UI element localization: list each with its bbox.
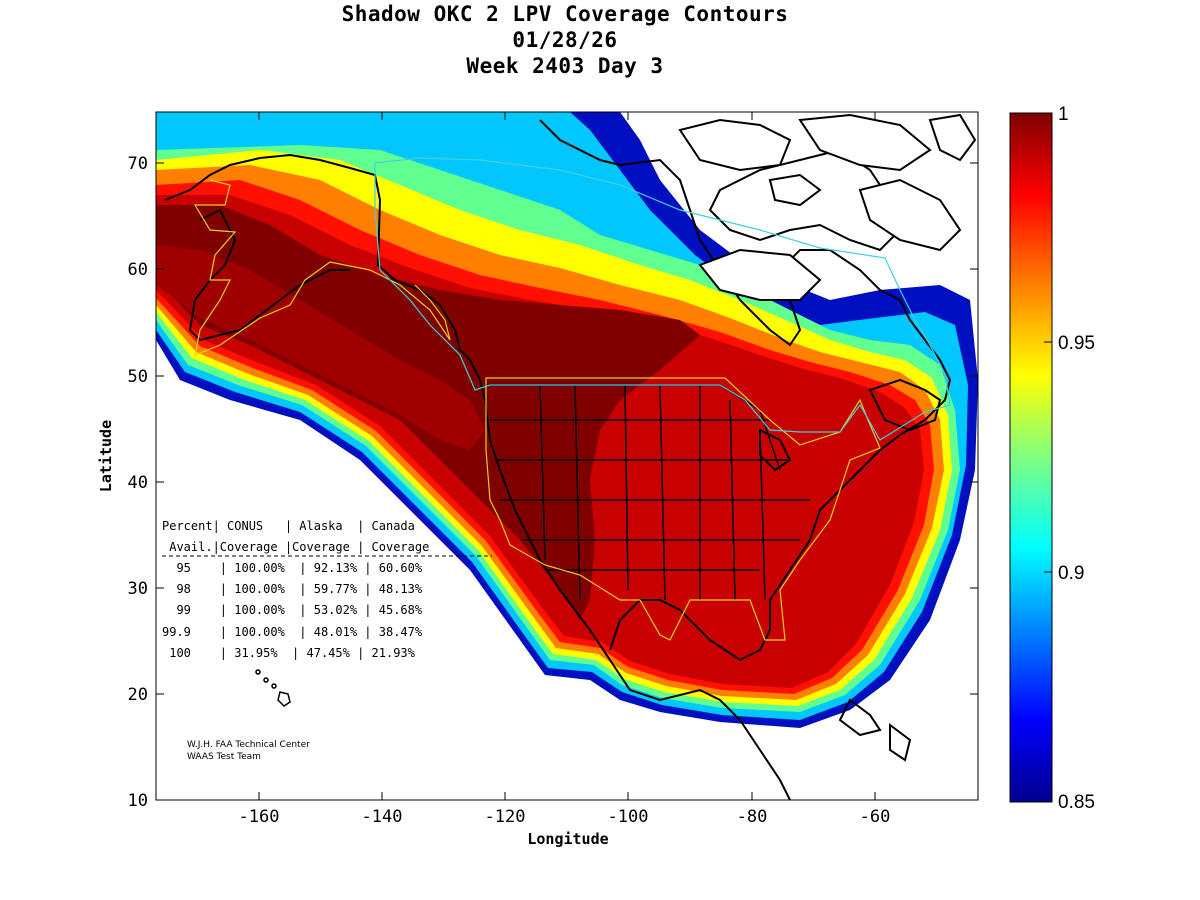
y-tick-label: 10	[128, 791, 148, 811]
credit-line-2: WAAS Test Team	[187, 752, 261, 762]
table-header-row-2: Avail.|Coverage |Coverage | Coverage	[162, 540, 429, 554]
colorbar-tick-label: 0.95	[1058, 333, 1095, 354]
hawaii-islands	[255, 669, 291, 707]
x-tick-label: -80	[737, 807, 768, 827]
alaska-region-outline	[193, 179, 451, 356]
colorbar-tick-label: 0.9	[1058, 563, 1084, 584]
y-tick-label: 50	[128, 367, 148, 387]
table-header-row-1: Percent| CONUS | Alaska | Canada	[162, 519, 415, 533]
colorbar-ticks	[1044, 341, 1052, 573]
contour-band-red-inner	[156, 245, 485, 450]
table-row: 100 | 31.95% | 47.45% | 21.93%	[162, 646, 416, 660]
y-tick-label: 40	[128, 473, 148, 493]
x-tick-label: -100	[608, 807, 649, 827]
table-row: 99.9 | 100.00% | 48.01% | 38.47%	[162, 625, 423, 639]
region-outlines	[193, 157, 951, 641]
chart-title-line-2: 01/28/26	[512, 28, 618, 52]
chart-title-line-3: Week 2403 Day 3	[466, 54, 664, 78]
y-tick-label: 30	[128, 579, 148, 599]
y-tick-label: 70	[128, 154, 148, 174]
coverage-contours: Percent| CONUS | Alaska | Canada Avail.|…	[156, 112, 978, 800]
x-tick-label: -160	[239, 807, 280, 827]
colorbar-tick-label: 0.85	[1058, 792, 1095, 813]
canada-region-outline	[374, 157, 951, 441]
coverage-summary-table: Percent| CONUS | Alaska | Canada Avail.|…	[162, 519, 492, 660]
table-row: 98 | 100.00% | 59.77% | 48.13%	[162, 582, 423, 596]
y-tick-label: 60	[128, 260, 148, 280]
y-tick-label: 20	[128, 685, 148, 705]
plot-frame	[155, 111, 979, 801]
x-axis	[258, 112, 876, 800]
credit-line-1: W.J.H. FAA Technical Center	[187, 740, 310, 750]
x-tick-label: -120	[485, 807, 526, 827]
conus-region-outline	[485, 377, 881, 641]
y-axis-label: Latitude	[97, 420, 115, 492]
table-row: 95 | 100.00% | 92.13% | 60.60%	[162, 561, 423, 575]
arctic-islands	[678, 113, 977, 301]
y-axis	[156, 162, 978, 695]
x-tick-label: -60	[860, 807, 891, 827]
x-axis-label: Longitude	[527, 830, 608, 848]
colorbar	[1009, 112, 1053, 803]
x-tick-label: -140	[362, 807, 403, 827]
coastlines	[164, 119, 952, 800]
chart-title-line-1: Shadow OKC 2 LPV Coverage Contours	[341, 2, 789, 26]
y-tick-labels: 70 60 50 40 30 20 10	[128, 154, 148, 811]
table-row: 99 | 100.00% | 53.02% | 45.68%	[162, 603, 423, 617]
x-tick-labels: -160 -140 -120 -100 -80 -60	[239, 807, 891, 827]
colorbar-tick-label: 1	[1058, 104, 1069, 125]
